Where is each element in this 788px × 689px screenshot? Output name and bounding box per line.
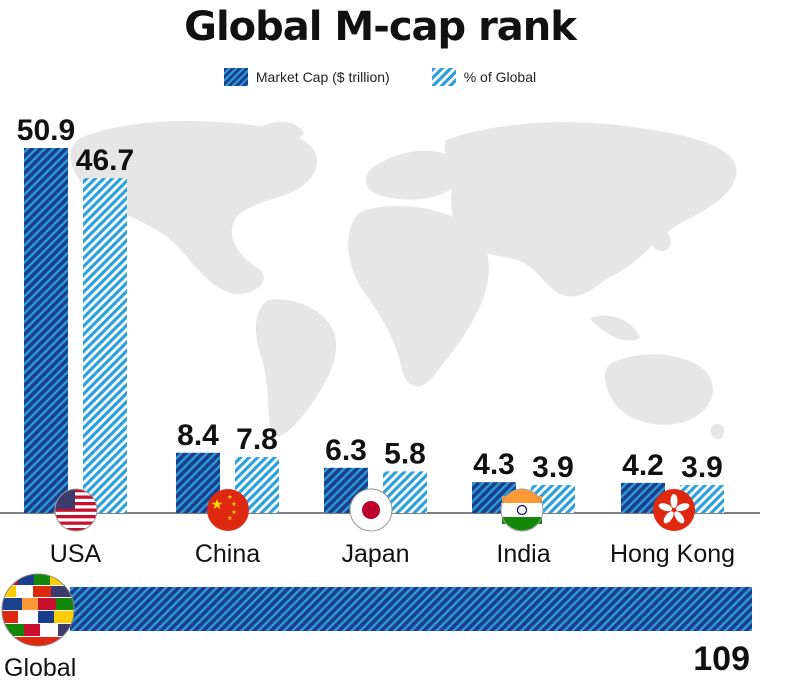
china-flag-icon: ★ ★ ★ ★ ★ [207,489,249,531]
japan-flag-icon [349,488,393,532]
bars-layer: 50.946.7 8.4 7.8 6.3 5.8 4.3 3.9 4.2 3.9 [17,114,724,514]
world-map-background [70,121,737,440]
world-flags-globe-icon [1,573,75,647]
value-label-india-market-cap: 4.3 [473,448,515,481]
value-label-china-market-cap: 8.4 [177,419,219,452]
bar-usa-market-cap [24,148,68,513]
category-labels: USA China Japan India Hong Kong [50,540,735,568]
us-flag-icon [54,488,98,532]
svg-text:★: ★ [211,496,224,512]
legend-label-pct-global: % of Global [463,69,537,85]
category-label-india: India [496,540,550,568]
value-label-japan-market-cap: 6.3 [325,434,367,467]
category-label-hong-kong: Hong Kong [610,540,735,568]
india-flag-icon [500,488,544,532]
global-value-label: 109 [693,640,750,678]
value-label-india-pct-global: 3.9 [532,451,574,484]
value-label-china-pct-global: 7.8 [236,423,278,456]
legend-item-pct-global: % of Global [431,68,537,86]
value-label-japan-pct-global: 5.8 [384,437,426,470]
svg-text:★: ★ [227,494,232,501]
svg-text:★: ★ [231,509,236,516]
legend: Market Cap ($ trillion) % of Global [0,68,760,86]
value-label-usa-pct-global: 46.7 [76,144,134,177]
legend-swatch-pct-global [431,68,456,86]
value-label-hong-kong-pct-global: 3.9 [681,451,723,484]
bar-usa-pct-global [83,178,127,514]
global-label: Global [4,654,76,682]
hong-kong-flag-icon [653,489,695,531]
bar-global-total [70,587,752,631]
category-label-china: China [195,540,260,568]
value-label-hong-kong-market-cap: 4.2 [622,449,664,482]
legend-item-market-cap: Market Cap ($ trillion) [223,68,390,86]
category-label-japan: Japan [341,540,409,568]
legend-label-market-cap: Market Cap ($ trillion) [255,69,390,85]
category-label-usa: USA [50,540,102,568]
value-label-usa-market-cap: 50.9 [17,114,75,147]
legend-swatch-market-cap [223,68,248,86]
svg-text:★: ★ [231,501,236,508]
chart-title: Global M-cap rank [184,4,577,50]
svg-text:★: ★ [227,515,232,522]
